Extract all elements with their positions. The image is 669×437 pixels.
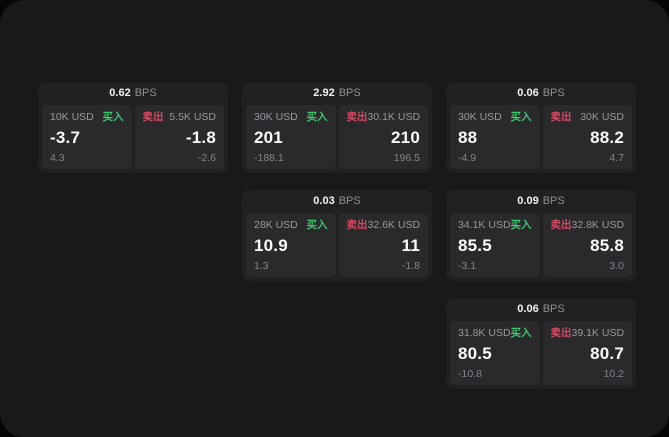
- bps-unit-label: BPS: [338, 195, 361, 207]
- sell-panel[interactable]: 卖出 30.1K USD 210 196.5: [338, 105, 428, 169]
- bps-unit-label: BPS: [542, 87, 565, 99]
- buy-panel[interactable]: 28K USD 买入 10.9 1.3: [246, 213, 336, 277]
- bps-value: 2.92: [313, 87, 335, 99]
- sell-quote-value: -1.8: [185, 128, 216, 147]
- sell-side-label: 卖出: [550, 111, 572, 123]
- sell-sub-value: 10.2: [603, 367, 624, 380]
- buy-side-label: 买入: [102, 111, 124, 123]
- buy-panel[interactable]: 10K USD 买入 -3.7 4.3: [42, 105, 132, 169]
- buy-side-label: 买入: [510, 219, 532, 231]
- buy-quote-value: 201: [254, 128, 283, 147]
- buy-sub-value: -10.8: [458, 367, 482, 380]
- bps-value: 0.62: [109, 87, 131, 99]
- buy-quote-value: 10.9: [254, 236, 288, 255]
- buy-panel[interactable]: 30K USD 买入 88 -4.9: [450, 105, 540, 169]
- panels: 10K USD 买入 -3.7 4.3 卖出 5.5K USD -1.8 -2.…: [42, 105, 224, 169]
- sell-quote-value: 80.7: [590, 344, 624, 363]
- buy-notional: 10K USD: [50, 111, 94, 123]
- quote-card-2[interactable]: 2.92 BPS 30K USD 买入 201 -188.1 卖出 30.1K …: [242, 82, 432, 173]
- card-header: 0.62 BPS: [42, 82, 224, 105]
- bps-unit-label: BPS: [134, 87, 157, 99]
- sell-side-label: 卖出: [346, 219, 368, 231]
- buy-side-label: 买入: [306, 219, 328, 231]
- buy-notional: 30K USD: [458, 111, 502, 123]
- quote-card-grid: 0.62 BPS 10K USD 买入 -3.7 4.3 卖出 5.5K USD: [38, 82, 636, 389]
- card-header: 0.06 BPS: [450, 82, 632, 105]
- buy-notional: 31.8K USD: [458, 327, 511, 339]
- panels: 30K USD 买入 201 -188.1 卖出 30.1K USD 210 1…: [246, 105, 428, 169]
- sell-sub-value: -1.8: [401, 259, 420, 272]
- bps-value: 0.03: [313, 195, 335, 207]
- sell-sub-value: 196.5: [393, 151, 420, 164]
- sell-notional: 5.5K USD: [169, 111, 216, 123]
- buy-side-label: 买入: [306, 111, 328, 123]
- buy-quote-value: 88: [458, 128, 478, 147]
- sell-panel[interactable]: 卖出 32.8K USD 85.8 3.0: [542, 213, 632, 277]
- bps-unit-label: BPS: [338, 87, 361, 99]
- sell-sub-value: 3.0: [609, 259, 624, 272]
- bps-value: 0.06: [517, 87, 539, 99]
- buy-sub-value: -3.1: [458, 259, 477, 272]
- buy-quote-value: -3.7: [50, 128, 81, 147]
- sell-side-label: 卖出: [142, 111, 164, 123]
- buy-panel[interactable]: 34.1K USD 买入 85.5 -3.1: [450, 213, 540, 277]
- sell-quote-value: 88.2: [590, 128, 624, 147]
- quote-card-1[interactable]: 0.62 BPS 10K USD 买入 -3.7 4.3 卖出 5.5K USD: [38, 82, 228, 173]
- buy-quote-value: 80.5: [458, 344, 492, 363]
- bps-unit-label: BPS: [542, 303, 565, 315]
- buy-sub-value: 4.3: [50, 151, 65, 164]
- quote-card-6[interactable]: 0.06 BPS 31.8K USD 买入 80.5 -10.8 卖出 39.1…: [446, 298, 636, 389]
- panels: 31.8K USD 买入 80.5 -10.8 卖出 39.1K USD 80.…: [450, 321, 632, 385]
- panels: 30K USD 买入 88 -4.9 卖出 30K USD 88.2 4.7: [450, 105, 632, 169]
- buy-sub-value: -4.9: [458, 151, 477, 164]
- buy-quote-value: 85.5: [458, 236, 492, 255]
- bps-unit-label: BPS: [542, 195, 565, 207]
- card-header: 2.92 BPS: [246, 82, 428, 105]
- buy-panel[interactable]: 31.8K USD 买入 80.5 -10.8: [450, 321, 540, 385]
- sell-quote-value: 85.8: [590, 236, 624, 255]
- buy-notional: 30K USD: [254, 111, 298, 123]
- bps-value: 0.06: [517, 303, 539, 315]
- sell-side-label: 卖出: [550, 327, 572, 339]
- panels: 28K USD 买入 10.9 1.3 卖出 32.6K USD 11 -1.8: [246, 213, 428, 277]
- bps-value: 0.09: [517, 195, 539, 207]
- card-header: 0.03 BPS: [246, 190, 428, 213]
- sell-panel[interactable]: 卖出 39.1K USD 80.7 10.2: [542, 321, 632, 385]
- sell-side-label: 卖出: [550, 219, 572, 231]
- sell-notional: 39.1K USD: [571, 327, 625, 339]
- quote-card-5[interactable]: 0.09 BPS 34.1K USD 买入 85.5 -3.1 卖出 32.8K…: [446, 190, 636, 281]
- sell-panel[interactable]: 卖出 30K USD 88.2 4.7: [542, 105, 632, 169]
- quote-card-3[interactable]: 0.06 BPS 30K USD 买入 88 -4.9 卖出 30K USD: [446, 82, 636, 173]
- buy-notional: 34.1K USD: [458, 219, 511, 231]
- buy-side-label: 买入: [510, 327, 532, 339]
- buy-sub-value: -188.1: [254, 151, 284, 164]
- sell-quote-value: 210: [391, 128, 420, 147]
- buy-side-label: 买入: [510, 111, 532, 123]
- sell-sub-value: 4.7: [609, 151, 624, 164]
- sell-quote-value: 11: [401, 236, 420, 255]
- panels: 34.1K USD 买入 85.5 -3.1 卖出 32.8K USD 85.8…: [450, 213, 632, 277]
- buy-panel[interactable]: 30K USD 买入 201 -188.1: [246, 105, 336, 169]
- sell-side-label: 卖出: [346, 111, 368, 123]
- sell-panel[interactable]: 卖出 5.5K USD -1.8 -2.6: [134, 105, 224, 169]
- card-header: 0.06 BPS: [450, 298, 632, 321]
- quote-card-4[interactable]: 0.03 BPS 28K USD 买入 10.9 1.3 卖出 32.6K US…: [242, 190, 432, 281]
- sell-sub-value: -2.6: [197, 151, 216, 164]
- sell-notional: 30.1K USD: [367, 111, 421, 123]
- sell-notional: 32.6K USD: [367, 219, 421, 231]
- sell-notional: 30K USD: [580, 111, 624, 123]
- card-header: 0.09 BPS: [450, 190, 632, 213]
- sell-notional: 32.8K USD: [571, 219, 625, 231]
- buy-sub-value: 1.3: [254, 259, 269, 272]
- sell-panel[interactable]: 卖出 32.6K USD 11 -1.8: [338, 213, 428, 277]
- buy-notional: 28K USD: [254, 219, 298, 231]
